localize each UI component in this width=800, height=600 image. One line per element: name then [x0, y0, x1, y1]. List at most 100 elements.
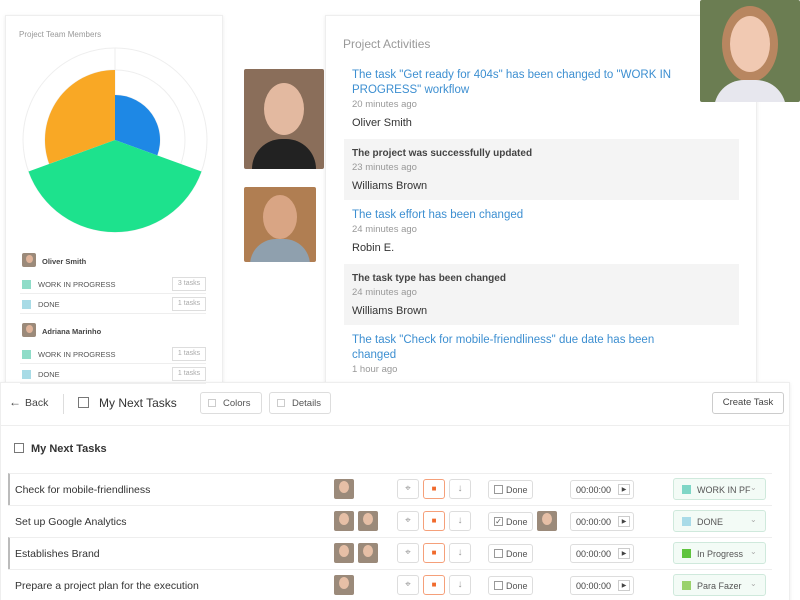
task-name[interactable]: Set up Google Analytics: [15, 516, 127, 528]
dropdown-arrow: ⌄: [750, 547, 757, 556]
polar-chart: [22, 47, 208, 233]
activity: The task effort has been changed 24 minut…: [344, 206, 739, 262]
timer-control[interactable]: ↓: [449, 511, 471, 531]
done-toggle[interactable]: Done: [488, 576, 533, 595]
activity: The task "Get ready for 404s" has been c…: [344, 66, 739, 137]
play-button[interactable]: ▶: [618, 548, 630, 559]
toolbar: ← Back My Next Tasks Colors Details Create Ta…: [0, 382, 790, 426]
dropdown-arrow: ⌄: [750, 579, 757, 588]
status-select[interactable]: WORK IN PF ⌄: [673, 478, 766, 500]
member-name: Oliver Smith: [42, 257, 87, 266]
photo: [244, 187, 316, 262]
activity-time: 24 minutes ago: [352, 224, 417, 235]
status-label: WORK IN PROGRESS: [38, 280, 116, 289]
play-button[interactable]: ▶: [618, 484, 630, 495]
status-label: DONE: [38, 370, 60, 379]
status-swatch: [682, 485, 691, 494]
avatar-face: [339, 577, 349, 590]
timer-control[interactable]: ⌖: [397, 543, 419, 563]
back-button[interactable]: Back: [25, 397, 49, 409]
wedge: [44, 70, 115, 164]
avatar: [334, 479, 354, 499]
timer-control[interactable]: ■: [423, 575, 445, 595]
status-count: 3 tasks: [172, 277, 206, 291]
task-row: [8, 505, 772, 537]
checkbox: [494, 485, 503, 494]
task-name[interactable]: Check for mobile-friendliness: [15, 484, 151, 496]
toolbar-title: My Next Tasks: [99, 396, 177, 410]
icon: [78, 397, 89, 408]
timer-control[interactable]: ↓: [449, 543, 471, 563]
timer: 00:00:00 ▶: [570, 480, 634, 499]
checkbox: [208, 399, 216, 407]
avatar-face: [363, 545, 373, 558]
timer-control[interactable]: ↓: [449, 479, 471, 499]
avatar: [334, 543, 354, 563]
activity-text: The project was successfully updated: [352, 148, 533, 159]
status-label: WORK IN PROGRESS: [38, 350, 116, 359]
avatar: [22, 253, 36, 267]
separator: [63, 394, 64, 414]
avatar-face: [339, 513, 349, 526]
done-toggle[interactable]: Done ✓: [488, 512, 533, 531]
activity-time: 24 minutes ago: [352, 287, 417, 298]
task-row: [8, 537, 772, 569]
activity-text[interactable]: The task "Get ready for 404s" has been c…: [352, 69, 672, 96]
timer-control[interactable]: ■: [423, 511, 445, 531]
icon: [14, 443, 24, 453]
photo: [700, 0, 800, 102]
avatar-face: [339, 481, 349, 494]
status-count: 1 tasks: [172, 347, 206, 361]
activity-text[interactable]: The task effort has been changed: [352, 209, 524, 221]
activity-time: 23 minutes ago: [352, 162, 417, 173]
status-select[interactable]: Para Fazer ⌄: [673, 574, 766, 596]
activity-text: The task type has been changed: [352, 273, 506, 284]
status-count: 1 tasks: [172, 367, 206, 381]
play-button[interactable]: ▶: [618, 580, 630, 591]
checkbox: ✓: [494, 517, 503, 526]
back-arrow[interactable]: ←: [9, 395, 21, 409]
status-swatch: [682, 581, 691, 590]
divider: [20, 293, 206, 294]
avatar: [358, 543, 378, 563]
activity-user: Oliver Smith: [352, 117, 412, 129]
member-name: Adriana Marinho: [42, 327, 102, 336]
status-select[interactable]: DONE ⌄: [673, 510, 766, 532]
timer-control[interactable]: ↓: [449, 575, 471, 595]
status-swatch: [22, 280, 31, 289]
activity: The task type has been changed 24 minutes…: [344, 264, 739, 325]
play-button[interactable]: ▶: [618, 516, 630, 527]
status-count: 1 tasks: [172, 297, 206, 311]
toolbar-button[interactable]: Colors: [200, 392, 262, 414]
create-button[interactable]: Create Task: [712, 392, 784, 414]
timer-control[interactable]: ⌖: [397, 575, 419, 595]
task-name[interactable]: Prepare a project plan for the execution: [15, 580, 199, 592]
task-name[interactable]: Establishes Brand: [15, 548, 100, 560]
divider: [20, 363, 206, 364]
avatar: [22, 323, 36, 337]
status-select[interactable]: In Progress ⌄: [673, 542, 766, 564]
status-swatch: [682, 549, 691, 558]
photo: [244, 69, 324, 169]
activity-user: Robin E.: [352, 242, 395, 254]
divider: [20, 383, 206, 384]
avatar-face: [25, 254, 33, 264]
team-panel-title: Project Team Members: [19, 30, 102, 39]
tasks-panel: [0, 382, 790, 600]
timer-control[interactable]: ⌖: [397, 479, 419, 499]
wedge: [115, 95, 161, 156]
done-toggle[interactable]: Done: [488, 544, 533, 563]
checkbox: [494, 581, 503, 590]
toolbar-button[interactable]: Details: [269, 392, 331, 414]
timer-control[interactable]: ■: [423, 543, 445, 563]
task-row: [8, 473, 772, 505]
activity-list: The task "Get ready for 404s" has been c…: [344, 66, 739, 382]
avatar-face: [363, 513, 373, 526]
activity-text[interactable]: The task "Check for mobile-friendliness"…: [352, 334, 655, 361]
timer-control[interactable]: ⌖: [397, 511, 419, 531]
timer-control[interactable]: ■: [423, 479, 445, 499]
tasks-title: My Next Tasks: [31, 443, 107, 455]
done-toggle[interactable]: Done: [488, 480, 533, 499]
status-label: DONE: [38, 300, 60, 309]
